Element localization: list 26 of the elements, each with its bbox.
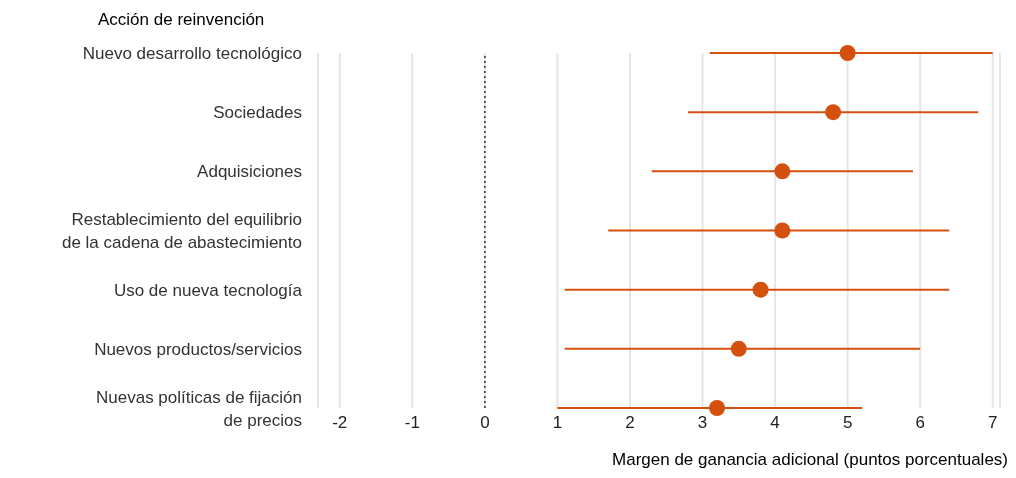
point [752, 281, 769, 298]
y-tick-label: Restablecimiento del equilibrio de la cadena de abastecimiento [61, 209, 302, 252]
x-tick-label: 0 [480, 413, 490, 433]
x-tick-label: -2 [332, 413, 348, 433]
y-tick-label: Nuevo desarrollo tecnológico [82, 43, 302, 63]
point [825, 104, 842, 121]
y-axis-title: Acción de reinvención [98, 10, 265, 30]
point [730, 340, 747, 357]
x-tick-label: 2 [625, 413, 635, 433]
point [709, 400, 726, 416]
point [774, 222, 791, 239]
x-tick-label: 1 [552, 413, 563, 433]
x-tick-label: 4 [770, 413, 780, 433]
x-tick-label: -1 [404, 413, 420, 433]
point [839, 45, 856, 61]
y-tick-label: Nuevas políticas de fijación de precios [95, 387, 302, 429]
y-tick-label: Uso de nueva tecnología [113, 280, 303, 300]
x-axis-title: Margen de ganancia adicional (puntos porcentuales) [612, 450, 1008, 470]
x-tick-label: 7 [988, 413, 998, 433]
x-tick-label: 3 [697, 413, 708, 433]
y-tick-label: Sociedades [213, 102, 302, 122]
y-tick-label: Nuevos productos/servicios [94, 339, 302, 359]
x-tick-label: 5 [842, 413, 853, 433]
y-tick-label: Adquisiciones [197, 161, 302, 181]
point [774, 163, 791, 180]
x-tick-label: 6 [915, 413, 925, 433]
